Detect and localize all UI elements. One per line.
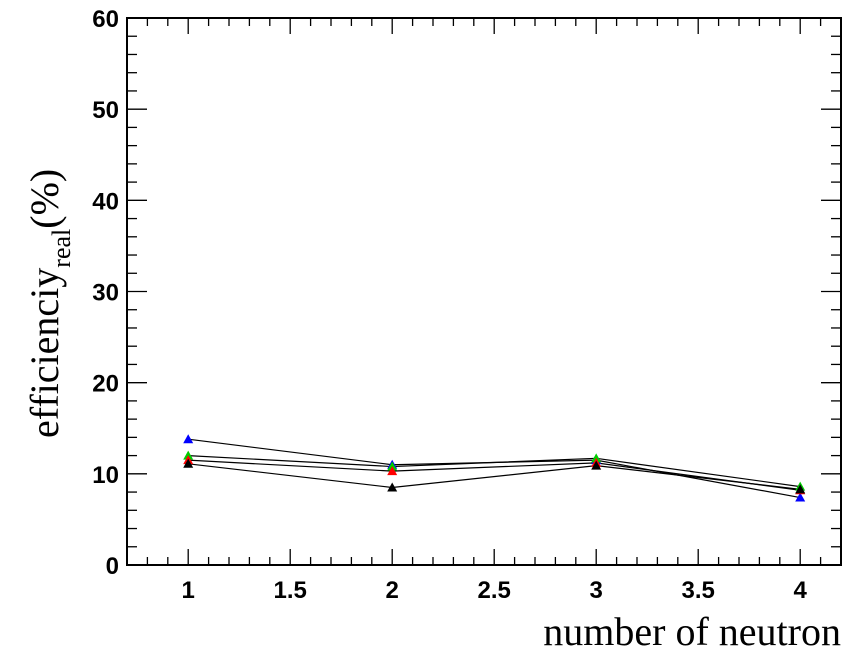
x-tick-label: 4 (794, 577, 808, 604)
axis-ticks (126, 17, 842, 566)
y-tick-label: 10 (92, 462, 119, 489)
y-axis-title-unit: (%) (22, 169, 67, 229)
data-point-triangle (387, 461, 398, 471)
y-tick-label: 40 (92, 188, 119, 215)
series-line (188, 455, 801, 488)
series-line (188, 463, 801, 490)
y-tick-label: 50 (92, 97, 119, 124)
x-tick-label: 2.5 (478, 577, 511, 604)
data-point-triangle (795, 492, 806, 502)
data-point-triangle (183, 450, 194, 460)
y-tick-label: 60 (92, 6, 119, 33)
x-axis-title: number of neutron (543, 609, 841, 651)
x-tick-label: 1.5 (274, 577, 307, 604)
series-line (188, 438, 801, 499)
data-point-triangle (387, 466, 398, 476)
series-line (188, 459, 801, 491)
y-axis-title: efficienciyreal(%) (22, 169, 76, 438)
x-tick-label: 2 (386, 577, 399, 604)
series-lines (188, 438, 801, 499)
y-tick-label: 20 (92, 371, 119, 398)
data-point-triangle (795, 484, 806, 494)
y-tick-label: 0 (106, 553, 119, 580)
data-point-triangle (183, 458, 194, 468)
data-point-triangle (591, 460, 602, 470)
data-point-triangle (387, 482, 398, 492)
plot-frame (126, 17, 842, 566)
y-axis-title-main: efficienciy (22, 268, 67, 438)
data-point-triangle (591, 453, 602, 463)
x-tick-label: 3 (590, 577, 603, 604)
data-markers (183, 434, 806, 502)
y-tick-label: 30 (92, 280, 119, 307)
x-tick-label: 1 (182, 577, 195, 604)
y-axis-title-subscript: real (47, 229, 76, 268)
data-point-triangle (183, 434, 194, 444)
x-tick-label: 3.5 (682, 577, 715, 604)
